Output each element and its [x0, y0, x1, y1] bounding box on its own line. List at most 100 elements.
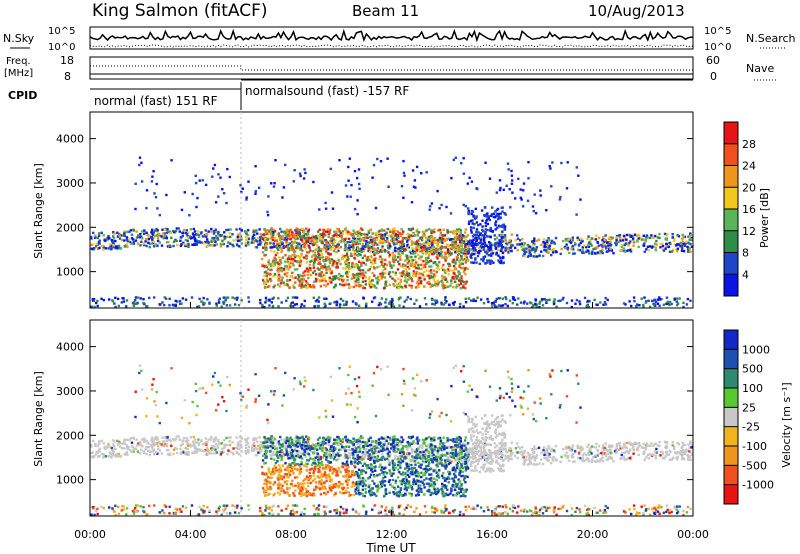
range-cell	[419, 237, 422, 240]
range-cell	[411, 280, 414, 283]
range-cell	[465, 280, 468, 283]
range-cell	[687, 443, 690, 446]
range-cell	[453, 232, 456, 236]
range-cell	[353, 237, 357, 240]
range-cell	[501, 236, 504, 239]
range-cell	[293, 233, 296, 237]
range-cell	[194, 237, 197, 241]
range-cell	[182, 449, 185, 453]
range-cell	[506, 162, 510, 165]
range-cell	[521, 446, 524, 449]
range-cell	[430, 238, 433, 242]
nave-trace	[90, 65, 693, 71]
range-cell	[378, 301, 381, 305]
range-cell	[480, 246, 484, 249]
range-cell	[323, 265, 326, 268]
range-cell	[523, 450, 526, 453]
range-cell	[643, 250, 646, 253]
range-cell	[314, 243, 317, 246]
range-cell	[278, 285, 281, 288]
range-cell	[139, 452, 142, 455]
range-cell	[301, 275, 304, 278]
range-cell	[368, 241, 371, 244]
range-cell	[498, 304, 501, 307]
range-cell	[518, 447, 522, 450]
range-cell	[664, 445, 668, 448]
range-cell	[557, 299, 560, 303]
range-cell	[405, 281, 408, 284]
range-cell	[366, 243, 369, 246]
range-cell	[217, 173, 220, 176]
range-cell	[209, 438, 212, 441]
range-cell	[487, 247, 490, 250]
range-cell	[392, 305, 396, 308]
range-cell	[271, 238, 275, 242]
range-cell	[285, 265, 289, 268]
range-cell	[262, 264, 266, 268]
range-cell	[241, 187, 244, 190]
range-cell	[298, 172, 302, 175]
range-cell	[153, 245, 156, 248]
range-cell	[263, 305, 266, 309]
range-cell	[381, 245, 384, 248]
range-cell	[227, 449, 230, 452]
range-cell	[502, 188, 505, 191]
range-cell	[364, 244, 368, 247]
range-cell	[479, 245, 482, 248]
range-cell	[382, 268, 385, 272]
range-cell	[237, 441, 240, 444]
range-cell	[276, 275, 280, 279]
range-cell	[619, 249, 622, 252]
range-cell	[490, 214, 493, 218]
range-cell	[595, 442, 598, 445]
range-cell	[187, 439, 190, 442]
range-cell	[467, 209, 471, 213]
range-cell	[491, 451, 494, 455]
range-cell	[300, 283, 304, 287]
range-cell	[222, 450, 225, 454]
range-cell	[307, 276, 310, 280]
range-cell	[312, 180, 315, 184]
range-cell	[147, 449, 150, 452]
range-cell	[688, 446, 691, 449]
range-cell	[261, 234, 265, 237]
range-cell	[339, 274, 343, 278]
range-cell	[473, 246, 477, 250]
range-cell	[391, 302, 394, 306]
range-cell	[436, 189, 439, 193]
range-cell	[503, 226, 507, 229]
range-cell	[628, 456, 632, 460]
range-cell	[443, 240, 446, 243]
range-cell	[335, 245, 338, 249]
range-cell	[602, 444, 605, 447]
range-cell	[658, 236, 661, 240]
range-cell	[411, 451, 414, 454]
range-cell	[272, 228, 275, 231]
range-cell	[161, 228, 164, 231]
range-cell	[495, 452, 498, 455]
range-cell	[661, 452, 665, 456]
range-cell	[676, 303, 679, 307]
range-cell	[681, 240, 685, 243]
range-cell	[179, 444, 182, 447]
range-cell	[404, 267, 407, 270]
range-cell	[370, 240, 374, 243]
range-cell	[607, 444, 611, 447]
range-cell	[463, 236, 466, 239]
range-cell	[500, 247, 503, 251]
range-cell	[477, 251, 480, 254]
range-cell	[621, 447, 625, 450]
range-cell	[314, 443, 317, 446]
range-cell	[267, 195, 270, 198]
range-cell	[138, 236, 141, 239]
range-cell	[571, 244, 575, 248]
range-cell	[488, 451, 491, 454]
range-cell	[247, 234, 250, 237]
range-cell	[259, 298, 262, 302]
range-cell	[638, 236, 642, 239]
range-cell	[658, 296, 661, 299]
range-cell	[281, 256, 285, 259]
range-cell	[266, 280, 269, 283]
range-cell	[273, 284, 276, 287]
range-cell	[179, 452, 183, 456]
